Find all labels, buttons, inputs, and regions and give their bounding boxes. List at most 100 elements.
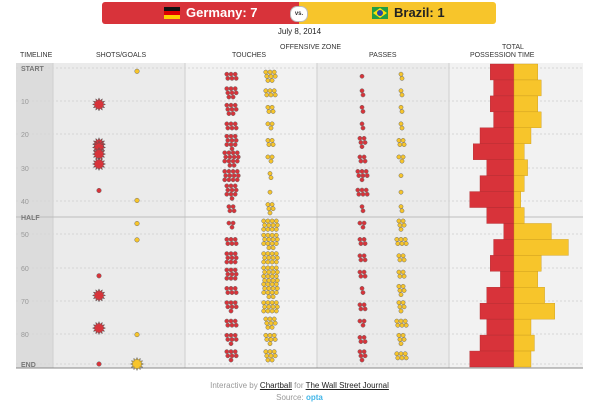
brazil-pass-dot: [398, 351, 404, 357]
brazil-possession-bar: [513, 223, 552, 240]
brazil-touch-dot: [266, 255, 272, 261]
brazil-touch-dot: [269, 78, 275, 83]
germany-touch-dot: [230, 150, 236, 156]
brazil-touch-dot: [261, 259, 267, 265]
germany-touch-dot: [233, 290, 239, 295]
brazil-possession-bar: [513, 175, 525, 192]
brazil-touch-dot: [273, 218, 279, 224]
brazil-pass-dot: [395, 355, 401, 361]
germany-touch-dot: [229, 224, 235, 230]
germany-pass-dot: [360, 191, 366, 197]
brazil-pass-dot: [400, 138, 406, 143]
brazil-touch-dot: [262, 304, 268, 310]
brazil-pass-dot: [399, 208, 405, 214]
brazil-touch-dot: [274, 237, 280, 242]
vs-badge: vs.: [290, 6, 308, 22]
brazil-touch-dot: [270, 142, 276, 147]
brazil-touch-dot: [274, 304, 280, 310]
brazil-touch-dot: [268, 158, 274, 164]
germany-touch-dot: [230, 111, 236, 116]
brazil-touch-dot: [272, 92, 278, 98]
germany-touch-dot: [225, 337, 231, 342]
germany-touch-dot: [229, 241, 235, 246]
germany-touch-dot: [228, 332, 234, 338]
germany-touch-dot: [224, 71, 230, 77]
timeline-header: TIMELINE: [20, 52, 53, 59]
germany-pass-dot: [362, 257, 368, 263]
germany-possession-bar: [479, 127, 515, 144]
brazil-touch-dot: [269, 290, 275, 295]
brazil-pass-dot: [400, 332, 406, 338]
germany-touch-dot: [229, 353, 235, 359]
germany-pass-dot: [359, 187, 365, 193]
brazil-touch-dot: [267, 316, 273, 322]
brazil-pass-dot: [401, 337, 407, 342]
y-tick-label: HALF: [21, 215, 40, 222]
timeline-column-bg: [16, 63, 53, 368]
germany-touch-dot: [229, 125, 235, 131]
germany-touch-dot: [229, 187, 235, 193]
footer-credit: Interactive by Chartball for The Wall St…: [0, 381, 599, 390]
germany-pass-dot: [357, 335, 363, 340]
brazil-touch-dot: [273, 259, 279, 265]
shots-header: SHOTS/GOALS: [96, 52, 147, 59]
wsj-link[interactable]: The Wall Street Journal: [305, 381, 389, 390]
germany-pass-dot: [359, 357, 365, 363]
brazil-touch-dot: [272, 320, 278, 326]
germany-possession-bar: [469, 350, 515, 368]
germany-touch-dot: [228, 251, 234, 256]
brazil-pass-dot: [396, 332, 402, 338]
germany-goal-mark: [91, 320, 107, 336]
germany-touch-dot: [232, 259, 238, 265]
brazil-touch-dot: [270, 255, 276, 261]
brazil-pass-dot: [400, 269, 406, 275]
germany-pass-dot: [361, 349, 367, 354]
brazil-touch-dot: [263, 69, 269, 75]
germany-touch-dot: [228, 318, 234, 324]
brazil-touch-dot: [272, 353, 278, 359]
brazil-touch-dot: [269, 273, 275, 279]
germany-touch-dot: [224, 191, 230, 197]
chartball-link[interactable]: Chartball: [259, 381, 292, 390]
brazil-pass-dot: [396, 283, 402, 289]
germany-pass-dot: [358, 140, 364, 145]
brazil-touch-dot: [274, 269, 280, 275]
germany-touch-dot: [225, 255, 231, 261]
brazil-pass-dot: [403, 355, 409, 361]
germany-possession-bar: [493, 111, 515, 128]
germany-touch-dot: [232, 276, 238, 281]
germany-touch-dot: [233, 255, 239, 261]
brazil-pass-dot: [398, 173, 404, 178]
brazil-pass-dot: [397, 273, 403, 279]
brazil-touch-dot: [273, 300, 279, 305]
brazil-touch-dot: [268, 337, 274, 342]
brazil-pass-dot: [398, 292, 404, 298]
germany-touch-dot: [224, 251, 230, 256]
brazil-touch-dot: [269, 154, 275, 160]
germany-touch-dot: [224, 286, 230, 291]
germany-possession-bar: [490, 255, 515, 272]
germany-pass-dot: [359, 177, 365, 183]
germany-possession-bar: [500, 271, 515, 288]
germany-pass-dot: [362, 339, 368, 344]
brazil-pass-dot: [399, 241, 405, 246]
germany-touch-dot: [227, 173, 233, 178]
brazil-pass-dot: [402, 237, 408, 242]
brazil-touch-dot: [267, 332, 273, 338]
brazil-pass-dot: [398, 121, 404, 127]
brazil-touch-dot: [273, 251, 279, 256]
brazil-touch-dot: [269, 241, 275, 246]
passes-column-bg: [317, 63, 449, 368]
germany-touch-dot: [228, 237, 234, 242]
brazil-possession-bar: [513, 287, 545, 304]
germany-touch-dot: [225, 353, 231, 359]
brazil-touch-dot: [273, 227, 279, 232]
germany-touch-dot: [232, 300, 238, 305]
germany-touch-dot: [231, 154, 237, 160]
germany-pass-dot: [362, 158, 368, 164]
brazil-touch-dot: [271, 316, 277, 322]
brazil-touch-dot: [267, 210, 273, 216]
germany-pass-dot: [358, 306, 364, 312]
germany-touch-dot: [224, 300, 230, 305]
brazil-pass-dot: [397, 288, 403, 293]
